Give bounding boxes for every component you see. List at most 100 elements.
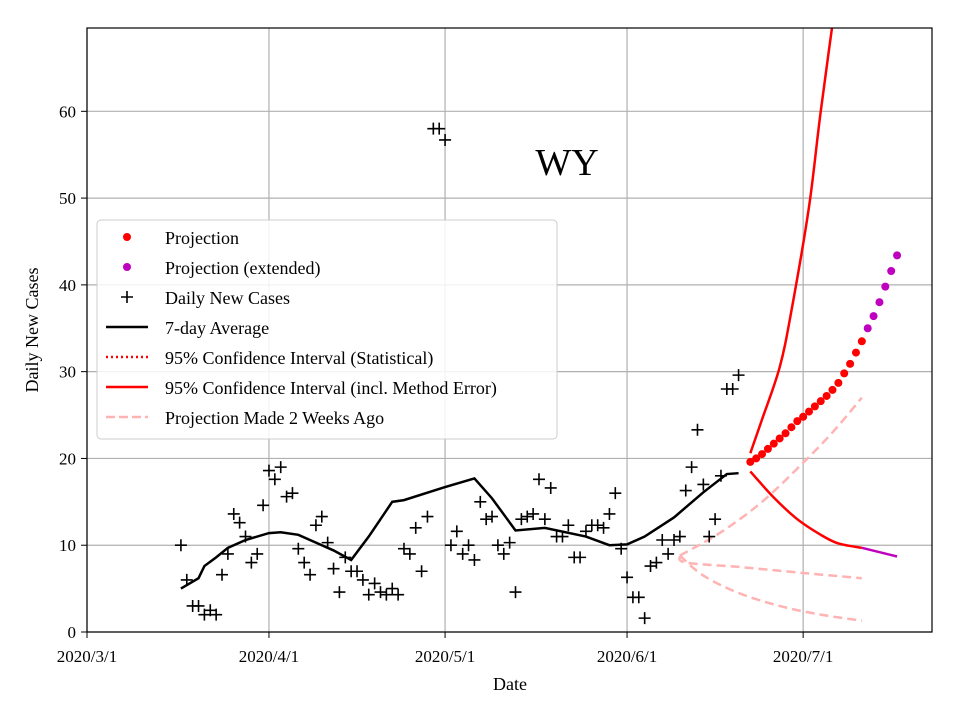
- daily-case-point: [703, 530, 716, 543]
- daily-case-point: [521, 510, 534, 523]
- legend-label: Daily New Cases: [165, 288, 290, 308]
- chart-title: WY: [535, 142, 598, 184]
- daily-case-point: [333, 586, 346, 599]
- daily-case-point: [591, 519, 604, 532]
- legend: Projection Projection (extended) Daily N…: [96, 219, 558, 440]
- daily-case-point: [603, 507, 616, 520]
- daily-case-point: [180, 573, 193, 586]
- daily-case-point: [468, 553, 481, 566]
- daily-case-point: [210, 608, 223, 621]
- daily-case-point: [251, 547, 264, 560]
- projection-extended-point: [887, 266, 896, 275]
- daily-case-point: [574, 551, 587, 564]
- y-tick-label: 50: [59, 189, 76, 208]
- legend-label: Projection (extended): [165, 258, 320, 279]
- y-tick-label: 30: [59, 363, 76, 382]
- projection-point: [851, 348, 860, 357]
- daily-case-point: [362, 588, 375, 601]
- daily-case-point: [257, 499, 270, 512]
- daily-case-point: [544, 481, 557, 494]
- daily-case-point: [321, 536, 334, 549]
- y-axis-label: Daily New Cases: [22, 268, 42, 393]
- legend-label: Projection Made 2 Weeks Ago: [165, 408, 384, 428]
- legend-label: 95% Confidence Interval (incl. Method Er…: [165, 378, 497, 399]
- daily-case-point: [339, 551, 352, 564]
- daily-case-point: [714, 469, 727, 482]
- daily-case-point: [621, 571, 634, 584]
- projection-point: [828, 385, 837, 394]
- projection-extended-point: [875, 298, 884, 307]
- daily-case-point: [421, 510, 434, 523]
- daily-case-point: [439, 133, 452, 146]
- daily-case-point: [174, 539, 187, 552]
- daily-case-point: [456, 547, 469, 560]
- daily-case-point: [691, 423, 704, 436]
- legend-marker-extended: [123, 263, 131, 271]
- legend-box: [96, 219, 558, 440]
- daily-case-point: [685, 461, 698, 474]
- projection-point: [769, 439, 778, 448]
- daily-case-point: [216, 568, 229, 581]
- daily-case-point: [556, 530, 569, 543]
- old-projection-lower-line: [679, 554, 863, 622]
- projection-point: [775, 434, 784, 443]
- daily-case-point: [380, 588, 393, 601]
- daily-case-point: [327, 562, 340, 575]
- projection-point: [781, 429, 790, 438]
- daily-case-point: [268, 473, 281, 486]
- daily-case-point: [221, 547, 234, 560]
- daily-case-point: [403, 547, 416, 560]
- daily-case-point: [245, 556, 258, 569]
- y-tick-label: 60: [59, 102, 76, 121]
- daily-case-point: [656, 534, 669, 547]
- daily-case-point: [292, 542, 305, 555]
- x-tick-label: 2020/7/1: [773, 647, 833, 666]
- daily-case-point: [462, 539, 475, 552]
- daily-case-point: [697, 478, 710, 491]
- old-projection-mid-line: [678, 554, 862, 580]
- projection-point: [805, 407, 814, 416]
- daily-case-point: [615, 542, 628, 555]
- projection-point: [799, 412, 808, 421]
- projection-point: [816, 397, 825, 406]
- plot-area: [174, 28, 902, 625]
- daily-case-point: [409, 521, 422, 534]
- daily-case-point: [415, 565, 428, 578]
- daily-case-point: [233, 516, 246, 529]
- x-axis-label: Date: [493, 674, 527, 694]
- projection-point: [846, 359, 855, 368]
- y-tick-label: 0: [68, 623, 77, 642]
- old-projection-upper-line: [679, 396, 863, 557]
- daily-case-point: [450, 525, 463, 538]
- daily-case-point: [638, 612, 651, 625]
- projection-point: [752, 454, 761, 463]
- projection-point: [763, 444, 772, 453]
- daily-case-point: [480, 513, 493, 526]
- projection-point: [746, 457, 755, 466]
- projection-point: [758, 450, 767, 459]
- daily-case-point: [227, 507, 240, 520]
- x-tick-label: 2020/3/1: [57, 647, 117, 666]
- y-tick-label: 20: [59, 449, 76, 468]
- daily-case-point: [474, 495, 487, 508]
- daily-case-point: [239, 530, 252, 543]
- daily-case-point: [679, 484, 692, 497]
- projection-point: [822, 391, 831, 400]
- daily-case-point: [497, 547, 510, 560]
- daily-case-point: [274, 461, 287, 474]
- daily-case-point: [515, 513, 528, 526]
- projection-extended-point: [893, 251, 902, 260]
- projection-point: [857, 337, 866, 346]
- daily-case-point: [433, 122, 446, 135]
- daily-case-point: [609, 487, 622, 500]
- ci-upper-line: [749, 28, 834, 454]
- daily-case-point: [392, 588, 405, 601]
- daily-case-point: [709, 513, 722, 526]
- daily-case-point: [386, 582, 399, 595]
- ci-lower-line: [749, 470, 863, 550]
- legend-label: 7-day Average: [165, 318, 269, 338]
- daily-case-point: [315, 510, 328, 523]
- axes-frame: [86, 27, 933, 633]
- daily-case-point: [632, 591, 645, 604]
